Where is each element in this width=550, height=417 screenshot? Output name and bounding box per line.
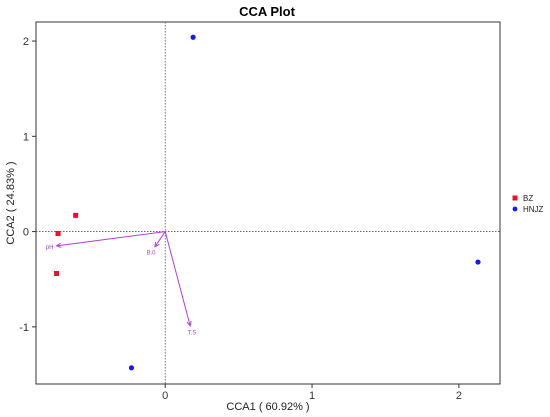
x-tick-label: 1 xyxy=(309,390,315,402)
x-axis: 0 1 2 xyxy=(162,384,462,402)
x-tick-label: 2 xyxy=(456,390,462,402)
data-point-circle xyxy=(475,259,481,265)
legend: BZ HNJZ xyxy=(512,194,544,214)
vector-arrow-line xyxy=(56,231,166,247)
plot-frame xyxy=(35,21,501,385)
data-point-circle xyxy=(128,365,135,371)
data-point-square xyxy=(55,230,61,236)
x-tick-label: 0 xyxy=(162,390,168,402)
legend-marker-square xyxy=(512,195,518,201)
vector-arrow-head xyxy=(186,320,192,328)
legend-label: BZ xyxy=(523,194,533,203)
y-axis-title: CCA2 ( 24.83% ) xyxy=(5,161,17,244)
data-point-square xyxy=(54,270,60,276)
data-point-square xyxy=(73,212,79,218)
x-axis-title: CCA1 ( 60.92% ) xyxy=(226,401,309,413)
y-tick-label: 1 xyxy=(23,131,29,143)
legend-label: HNJZ xyxy=(523,205,544,214)
y-tick-label: -1 xyxy=(19,322,29,334)
vector-arrow-head xyxy=(154,241,160,248)
legend-marker-circle xyxy=(512,206,518,212)
vector-label: pH xyxy=(46,245,54,251)
vector-arrow-head xyxy=(55,242,62,248)
sample-points xyxy=(54,34,481,371)
chart-title: CCA Plot xyxy=(239,4,296,19)
data-point-circle xyxy=(190,34,196,40)
y-tick-label: 2 xyxy=(23,36,29,48)
y-tick-label: 0 xyxy=(23,227,29,239)
reference-lines xyxy=(36,22,500,384)
vector-arrow-line xyxy=(164,231,191,327)
vector-arrow-line xyxy=(154,231,166,248)
vector-label: B.0 xyxy=(147,251,157,257)
y-axis: -1 0 1 2 xyxy=(19,36,36,334)
environmental-vectors: pH B.0 T.S xyxy=(46,231,197,337)
vector-label: T.S xyxy=(188,331,197,337)
